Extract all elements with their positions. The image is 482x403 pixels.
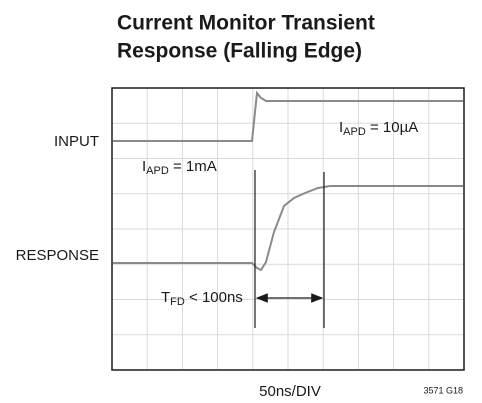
- figure-id: 3571 G18: [423, 385, 463, 395]
- trace-label: RESPONSE: [16, 247, 99, 264]
- input-trace: [113, 90, 463, 142]
- annotation: IAPD = 10µA: [339, 119, 418, 138]
- scope-grid: [112, 88, 464, 370]
- scope-frame: [111, 87, 465, 371]
- annotation: TFD < 100ns: [161, 289, 243, 308]
- response-trace: [113, 185, 463, 272]
- annotation: IAPD = 1mA: [142, 158, 217, 177]
- timebase-label: 50ns/DIV: [259, 383, 321, 400]
- title-line: Current Monitor Transient: [117, 12, 375, 35]
- title-line: Response (Falling Edge): [117, 40, 362, 63]
- trace-label: INPUT: [54, 133, 99, 150]
